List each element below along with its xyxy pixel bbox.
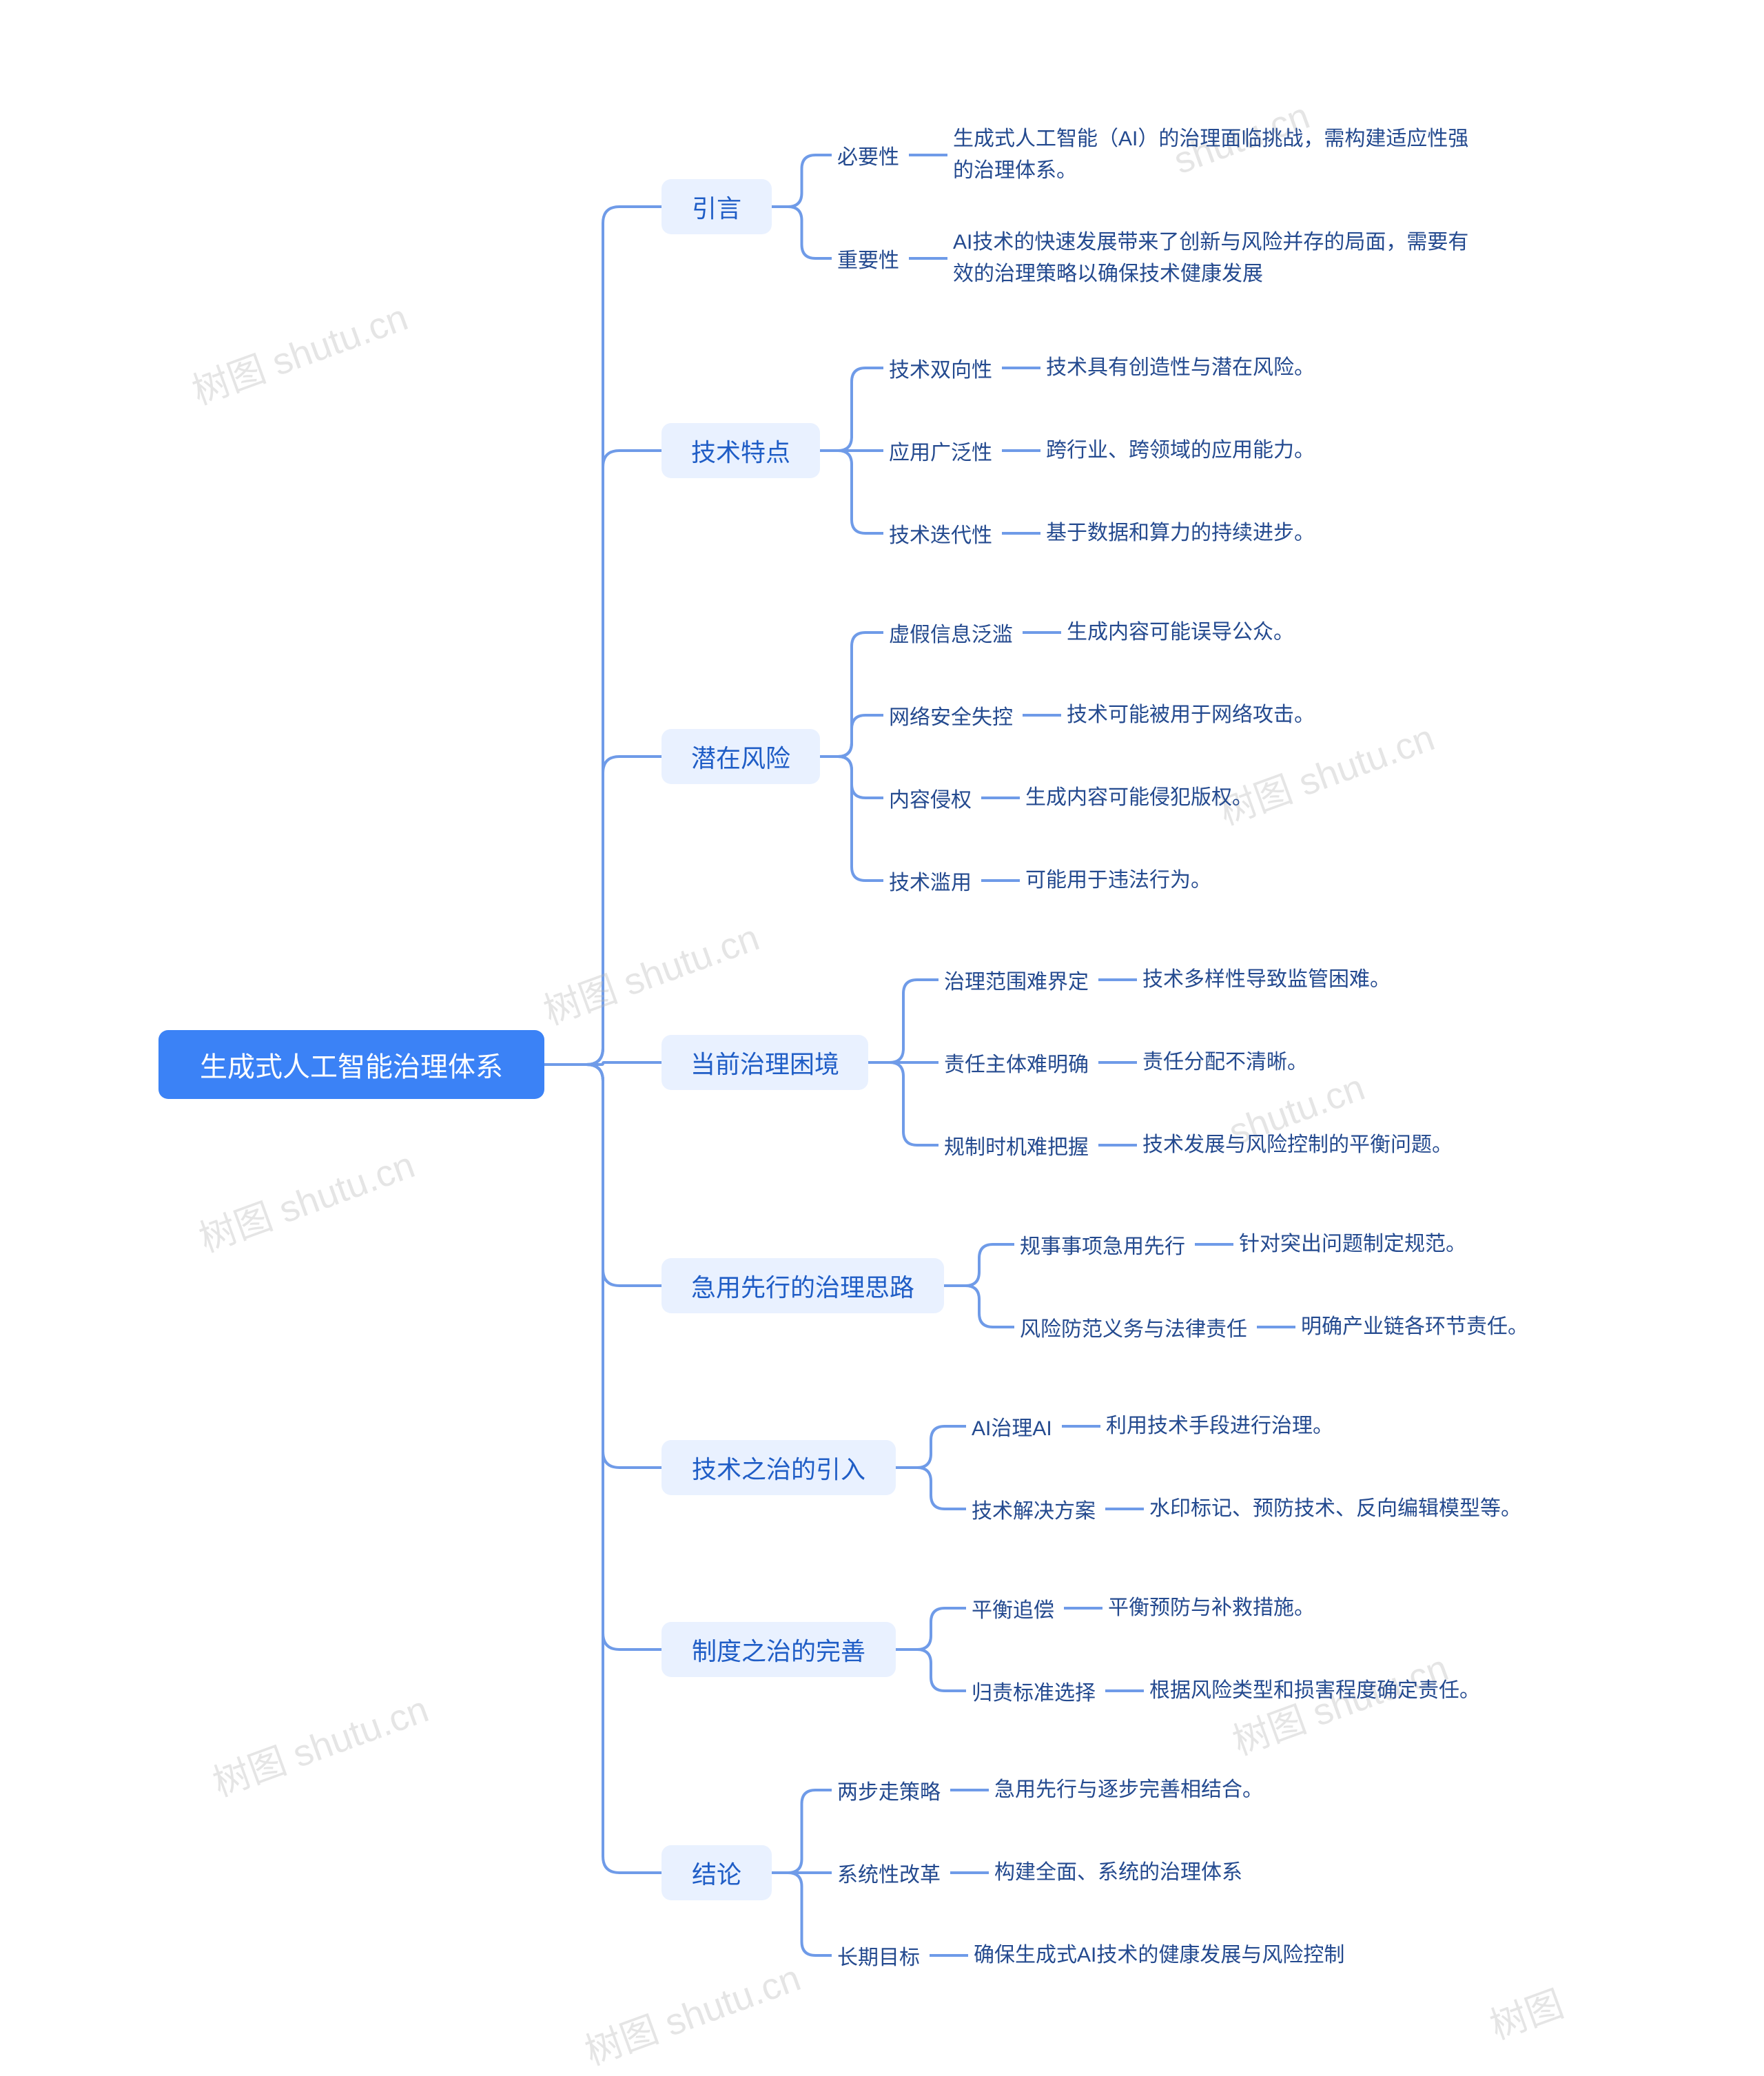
sub-dil-timing[interactable]: 规制时机难把握 xyxy=(944,1130,1094,1160)
sub-con-goal[interactable]: 长期目标 xyxy=(837,1940,925,1971)
leaf-con-reform: 构建全面、系统的治理体系 xyxy=(994,1858,1251,1888)
sub-tech-dual[interactable]: 技术双向性 xyxy=(889,353,998,383)
watermark: 树图 xyxy=(1481,1973,1570,2050)
leaf-risk-ip: 生成内容可能侵犯版权。 xyxy=(1025,783,1261,813)
leaf-urg-matters: 针对突出问题制定规范。 xyxy=(1239,1229,1475,1260)
sub-risk-net[interactable]: 网络安全失控 xyxy=(889,700,1018,730)
leaf-tg-sol: 水印标记、预防技术、反向编辑模型等。 xyxy=(1149,1494,1530,1524)
watermark: 树图 shutu.cn xyxy=(535,907,765,1035)
sub-inst-balance[interactable]: 平衡追偿 xyxy=(972,1593,1060,1623)
leaf-risk-net: 技术可能被用于网络攻击。 xyxy=(1067,700,1323,730)
leaf-dil-timing: 技术发展与风险控制的平衡问题。 xyxy=(1142,1130,1461,1160)
mindmap-canvas: 树图 shutu.cn shutu.cn 树图 shutu.cn 树图 shut… xyxy=(0,0,1764,2055)
leaf-con-goal: 确保生成式AI技术的健康发展与风险控制 xyxy=(974,1940,1353,1971)
sub-con-two[interactable]: 两步走策略 xyxy=(837,1775,946,1805)
sub-tech-iter[interactable]: 技术迭代性 xyxy=(889,518,998,548)
branch-techgov[interactable]: 技术之治的引入 xyxy=(662,1440,896,1495)
sub-con-reform[interactable]: 系统性改革 xyxy=(837,1858,946,1888)
sub-intro-importance[interactable]: 重要性 xyxy=(837,243,905,274)
sub-urg-duty[interactable]: 风险防范义务与法律责任 xyxy=(1020,1312,1253,1342)
leaf-intro-importance: AI技术的快速发展带来了创新与风险并存的局面，需要有效的治理策略以确保技术健康发… xyxy=(953,225,1477,291)
leaf-inst-standard: 根据风险类型和损害程度确定责任。 xyxy=(1149,1676,1488,1706)
sub-tech-wide[interactable]: 应用广泛性 xyxy=(889,435,998,466)
leaf-risk-fake: 生成内容可能误导公众。 xyxy=(1067,617,1302,648)
branch-risk[interactable]: 潜在风险 xyxy=(662,729,820,784)
branch-intro[interactable]: 引言 xyxy=(662,179,772,234)
leaf-urg-duty: 明确产业链各环节责任。 xyxy=(1301,1312,1537,1342)
watermark: 树图 shutu.cn xyxy=(190,1134,420,1262)
sub-intro-necessity[interactable]: 必要性 xyxy=(837,140,905,170)
sub-tg-sol[interactable]: 技术解决方案 xyxy=(972,1494,1101,1524)
root-node[interactable]: 生成式人工智能治理体系 xyxy=(158,1030,544,1099)
sub-dil-liable[interactable]: 责任主体难明确 xyxy=(944,1047,1094,1078)
watermark: 树图 shutu.cn xyxy=(183,287,413,415)
connector-layer xyxy=(0,0,1764,2055)
leaf-tg-aiai: 利用技术手段进行治理。 xyxy=(1106,1411,1342,1441)
sub-urg-matters[interactable]: 规事事项急用先行 xyxy=(1020,1229,1191,1260)
sub-dil-scope[interactable]: 治理范围难界定 xyxy=(944,965,1094,995)
branch-institution[interactable]: 制度之治的完善 xyxy=(662,1622,896,1677)
leaf-con-two: 急用先行与逐步完善相结合。 xyxy=(994,1775,1271,1805)
sub-tg-aiai[interactable]: AI治理AI xyxy=(972,1411,1058,1441)
sub-inst-standard[interactable]: 归责标准选择 xyxy=(972,1676,1101,1706)
leaf-intro-necessity: 生成式人工智能（AI）的治理面临挑战，需构建适应性强的治理体系。 xyxy=(953,122,1477,188)
leaf-dil-scope: 技术多样性导致监管困难。 xyxy=(1142,965,1399,995)
leaf-tech-iter: 基于数据和算力的持续进步。 xyxy=(1046,518,1323,548)
sub-risk-abuse[interactable]: 技术滥用 xyxy=(889,865,977,896)
leaf-tech-dual: 技术具有创造性与潜在风险。 xyxy=(1046,353,1323,383)
sub-risk-ip[interactable]: 内容侵权 xyxy=(889,783,977,813)
leaf-dil-liable: 责任分配不清晰。 xyxy=(1142,1047,1316,1078)
branch-dilemma[interactable]: 当前治理困境 xyxy=(662,1035,868,1090)
leaf-inst-balance: 平衡预防与补救措施。 xyxy=(1108,1593,1323,1623)
branch-conclusion[interactable]: 结论 xyxy=(662,1845,772,1900)
leaf-risk-abuse: 可能用于违法行为。 xyxy=(1025,865,1220,896)
branch-urgent[interactable]: 急用先行的治理思路 xyxy=(662,1258,944,1313)
sub-risk-fake[interactable]: 虚假信息泛滥 xyxy=(889,617,1018,648)
watermark: 树图 shutu.cn xyxy=(576,1947,806,2075)
watermark: 树图 shutu.cn xyxy=(204,1678,434,1807)
leaf-tech-wide: 跨行业、跨领域的应用能力。 xyxy=(1046,435,1323,466)
branch-tech[interactable]: 技术特点 xyxy=(662,423,820,478)
